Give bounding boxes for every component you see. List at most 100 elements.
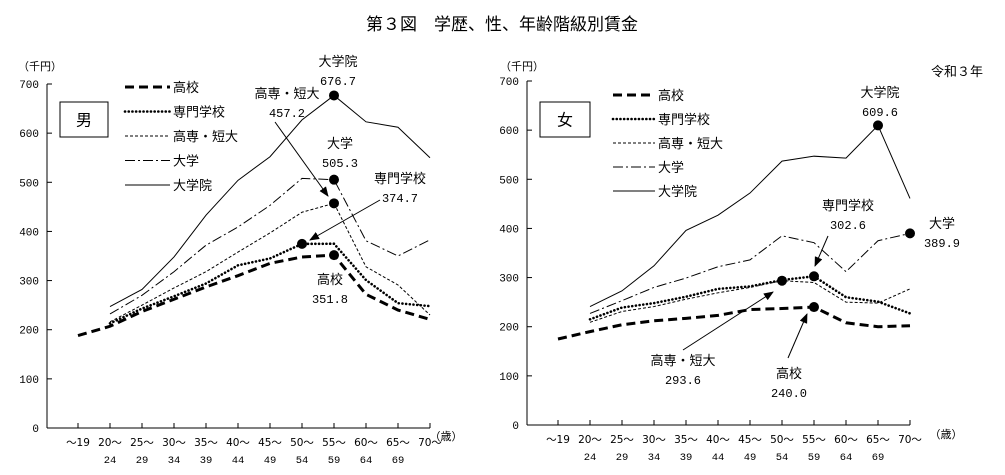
annotation-arrow — [682, 291, 774, 351]
highlight-point — [777, 275, 787, 286]
annotation-value: 676.7 — [320, 75, 356, 89]
panel-male: 0 100 200 300 400 500 600 700 ～19 20～ 24 25～ 29 30～ 34… — [18, 54, 463, 467]
annotation-arrow — [309, 199, 381, 241]
y-tick-label: 400 — [499, 224, 519, 236]
y-tick-label: 700 — [499, 77, 519, 89]
highlight-point — [329, 250, 339, 261]
y-tick-label: 300 — [19, 277, 39, 289]
annotation-label: 大学 — [327, 136, 353, 152]
series-line-大学 — [109, 177, 431, 315]
x-tick-label: 25～ — [130, 437, 154, 449]
x-tick-label: 20～ — [98, 437, 122, 449]
series-line-大学 — [589, 232, 911, 314]
panel-box — [539, 101, 591, 138]
annotation-value: 374.7 — [382, 192, 418, 206]
series-line-専門学校 — [108, 242, 432, 325]
x-tick-label: ～19 — [66, 437, 90, 449]
x-tick-label: 55～ — [322, 437, 346, 449]
annotation-value: 240.0 — [771, 387, 807, 401]
series-line-高専・短大 — [589, 280, 911, 323]
x-tick-label: 39 — [680, 452, 693, 464]
highlight-point — [809, 271, 819, 282]
panel-box — [59, 101, 109, 138]
legend-label: 高専・短大 — [658, 136, 723, 152]
y-tick-label: 700 — [19, 80, 39, 92]
legend-label: 高校 — [173, 80, 199, 96]
annotation-label: 大学 — [929, 216, 955, 232]
x-tick-label: 29 — [616, 452, 629, 464]
y-axis-label: （千円） — [18, 60, 62, 73]
series-line-高校 — [77, 253, 431, 338]
x-tick-label: 35～ — [194, 437, 218, 449]
x-tick-label: 54 — [296, 455, 309, 467]
y-tick-label: 0 — [32, 424, 39, 436]
highlight-point — [809, 302, 819, 313]
x-tick-label: 45～ — [258, 437, 282, 449]
highlight-point — [329, 198, 339, 209]
x-tick-label: 50～ — [770, 434, 794, 446]
series-line-大学院 — [589, 124, 911, 308]
annotation-value: 505.3 — [322, 157, 358, 171]
x-tick-label: 50～ — [290, 437, 314, 449]
x-tick-label: 44 — [712, 452, 725, 464]
annotation-label: 高専・短大 — [650, 353, 715, 369]
x-tick-label: 64 — [840, 452, 853, 464]
legend-label: 大学院 — [658, 184, 697, 200]
x-tick-label: 29 — [136, 455, 149, 467]
x-tick-label: 34 — [648, 452, 661, 464]
x-tick-label: 69 — [392, 455, 405, 467]
legend-label: 専門学校 — [658, 112, 710, 128]
x-tick-label: 30～ — [642, 434, 666, 446]
x-tick-label: 40～ — [706, 434, 730, 446]
x-tick-label: 59 — [808, 452, 821, 464]
legend-label: 専門学校 — [173, 105, 225, 121]
x-tick-label: 20～ — [578, 434, 602, 446]
highlight-point — [905, 228, 915, 239]
y-tick-label: 100 — [499, 372, 519, 384]
annotation-arrow — [274, 121, 329, 197]
y-tick-label: 600 — [19, 129, 39, 141]
y-tick-label: 100 — [19, 375, 39, 387]
x-tick-label: 65～ — [386, 437, 410, 449]
annotation-arrow — [814, 235, 829, 267]
highlight-point — [329, 90, 339, 101]
annotation-label: 大学院 — [860, 85, 899, 101]
x-tick-label: 70～ — [898, 434, 922, 446]
highlight-point — [297, 238, 307, 249]
highlight-point — [873, 120, 883, 131]
series-line-高専・短大 — [109, 202, 431, 323]
legend-label: 高校 — [658, 88, 684, 104]
legend-label: 大学 — [658, 160, 684, 176]
y-tick-label: 200 — [19, 326, 39, 338]
x-tick-label: 59 — [328, 455, 341, 467]
x-tick-label: 34 — [168, 455, 181, 467]
y-tick-label: 200 — [499, 323, 519, 335]
x-tick-label: 35～ — [674, 434, 698, 446]
annotation-label: 専門学校 — [374, 171, 426, 187]
x-axis-label: （歳） — [930, 428, 963, 441]
series-line-高校 — [557, 305, 911, 341]
series-line-専門学校 — [588, 274, 912, 321]
annotation-value: 302.6 — [830, 219, 866, 233]
x-tick-label: 60～ — [354, 437, 378, 449]
x-tick-label: 69 — [872, 452, 885, 464]
x-tick-label: 49 — [744, 452, 757, 464]
legend-label: 高専・短大 — [173, 129, 238, 145]
panel-label: 女 — [557, 111, 573, 130]
x-tick-label: ～19 — [546, 434, 570, 446]
legend-label: 大学院 — [173, 178, 212, 194]
year-note: 令和３年 — [931, 65, 983, 80]
y-tick-label: 400 — [19, 227, 39, 239]
highlight-point — [329, 174, 339, 185]
panel-label: 男 — [76, 111, 92, 130]
y-axis-label: （千円） — [500, 60, 544, 73]
annotation-label: 高校 — [317, 272, 343, 288]
x-tick-label: 25～ — [610, 434, 634, 446]
y-tick-label: 500 — [499, 175, 519, 187]
annotation-value: 457.2 — [269, 107, 305, 121]
x-tick-label: 55～ — [802, 434, 826, 446]
panel-female: 0 100 200 300 400 500 600 700 ～19 20～ 24 25～ 29 30～ 34… — [499, 60, 962, 464]
x-tick-label: 44 — [232, 455, 245, 467]
y-tick-label: 300 — [499, 274, 519, 286]
